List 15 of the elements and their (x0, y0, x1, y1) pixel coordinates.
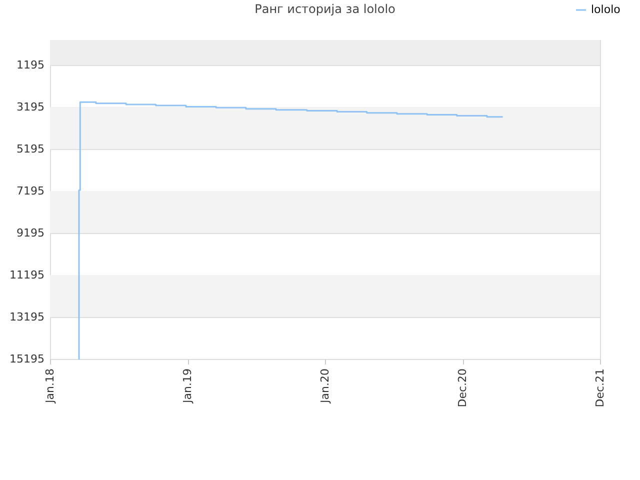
y-tick-label: 7195 (16, 184, 44, 198)
y-tick-label: 15195 (10, 352, 44, 366)
x-tick-label: Dec.21 (594, 368, 606, 408)
x-tick-label: Jan.19 (181, 368, 194, 404)
y-tick-label: 3195 (16, 100, 44, 114)
legend-label: lololo (591, 3, 621, 16)
chart-title: Ранг историја за lololo (254, 2, 396, 16)
x-tick-label: Jan.20 (318, 368, 332, 404)
y-tick-label: 11195 (10, 268, 44, 282)
x-tick-label: Dec.20 (456, 368, 469, 408)
y-tick-label: 9195 (16, 226, 44, 240)
y-tick-label: 13195 (10, 310, 44, 324)
y-tick-label: 5195 (16, 142, 44, 156)
x-tick-label: Jan.18 (44, 368, 56, 404)
y-tick-label: 1195 (16, 58, 44, 72)
